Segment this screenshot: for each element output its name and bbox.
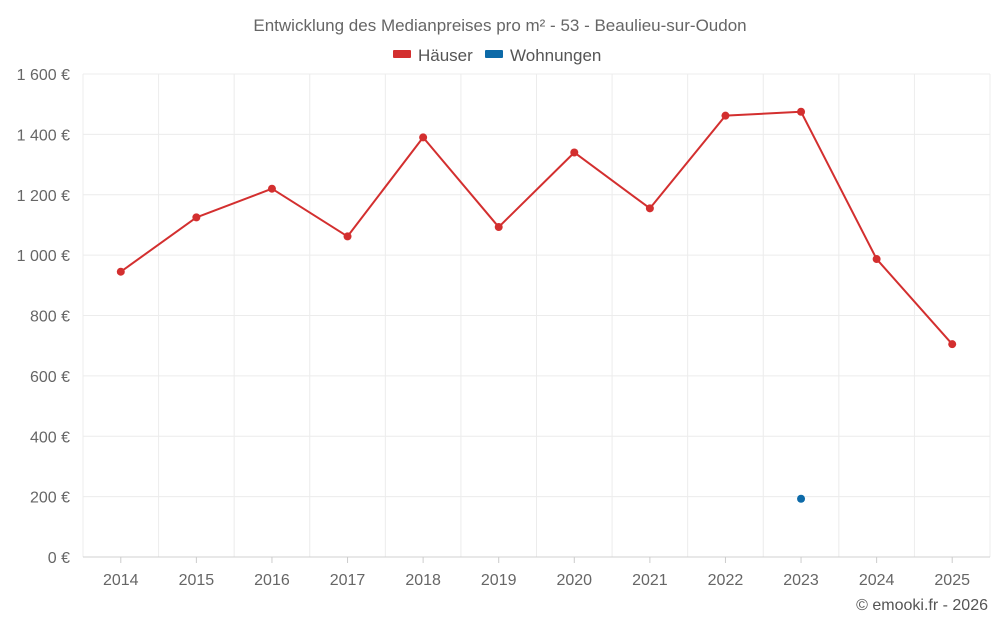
- data-point-haeuser-2025[interactable]: [948, 340, 957, 349]
- grid: [82, 73, 991, 558]
- data-point-haeuser-2021[interactable]: [645, 204, 654, 213]
- y-axis: 0 € 200 € 400 € 600 € 800 € 1 000 € 1 200 € 1 4…: [17, 67, 70, 567]
- legend: Häuser Wohnungen: [393, 46, 601, 65]
- y-tick-label: 800 €: [30, 309, 70, 326]
- data-point-haeuser-2019[interactable]: [494, 223, 503, 232]
- y-tick-label: 400 €: [30, 429, 70, 446]
- data-point-haeuser-2018[interactable]: [419, 133, 428, 142]
- data-point-haeuser-2020[interactable]: [570, 148, 579, 157]
- y-tick-label: 200 €: [30, 490, 70, 507]
- data-point-haeuser-2014[interactable]: [116, 267, 125, 276]
- data-point-haeuser-2017[interactable]: [343, 232, 352, 241]
- data-point-haeuser-2016[interactable]: [267, 184, 276, 193]
- data-point-haeuser-2022[interactable]: [721, 111, 730, 120]
- x-tick-label: 2018: [405, 572, 441, 589]
- series-layer: [116, 107, 957, 503]
- data-point-haeuser-2015[interactable]: [192, 213, 201, 222]
- series-line-0: [120, 110, 953, 345]
- x-tick-label: 2015: [179, 572, 215, 589]
- x-tick-label: 2020: [556, 572, 592, 589]
- x-axis: 2014 2015 2016 2017 2018 2019 2020 2021 2022 2023…: [83, 556, 990, 589]
- legend-label-haeuser: Häuser: [418, 46, 473, 65]
- legend-item-wohnungen[interactable]: Wohnungen: [485, 46, 601, 65]
- chart-title: Entwicklung des Medianpreises pro m² - 5…: [253, 16, 746, 35]
- legend-label-wohnungen: Wohnungen: [510, 46, 601, 65]
- x-tick-label: 2017: [330, 572, 366, 589]
- credit-text: © emooki.fr - 2026: [856, 597, 988, 614]
- x-tick-label: 2019: [481, 572, 517, 589]
- y-tick-label: 0 €: [48, 550, 70, 567]
- x-tick-label: 2014: [103, 572, 139, 589]
- data-point-haeuser-2024[interactable]: [872, 255, 881, 264]
- y-tick-label: 600 €: [30, 369, 70, 386]
- y-tick-label: 1 000 €: [17, 248, 70, 265]
- y-tick-label: 1 400 €: [17, 127, 70, 144]
- x-tick-label: 2016: [254, 572, 290, 589]
- x-tick-label: 2022: [708, 572, 744, 589]
- x-tick-label: 2021: [632, 572, 668, 589]
- x-tick-label: 2024: [859, 572, 895, 589]
- legend-swatch-wohnungen: [485, 50, 503, 58]
- x-tick-label: 2025: [934, 572, 970, 589]
- y-tick-label: 1 600 €: [17, 67, 70, 84]
- x-tick-label: 2023: [783, 572, 819, 589]
- y-tick-label: 1 200 €: [17, 188, 70, 205]
- legend-item-haeuser[interactable]: Häuser: [393, 46, 473, 65]
- data-point-wohnungen-2023[interactable]: [797, 494, 806, 503]
- data-point-haeuser-2023[interactable]: [797, 107, 806, 116]
- legend-swatch-haeuser: [393, 50, 411, 58]
